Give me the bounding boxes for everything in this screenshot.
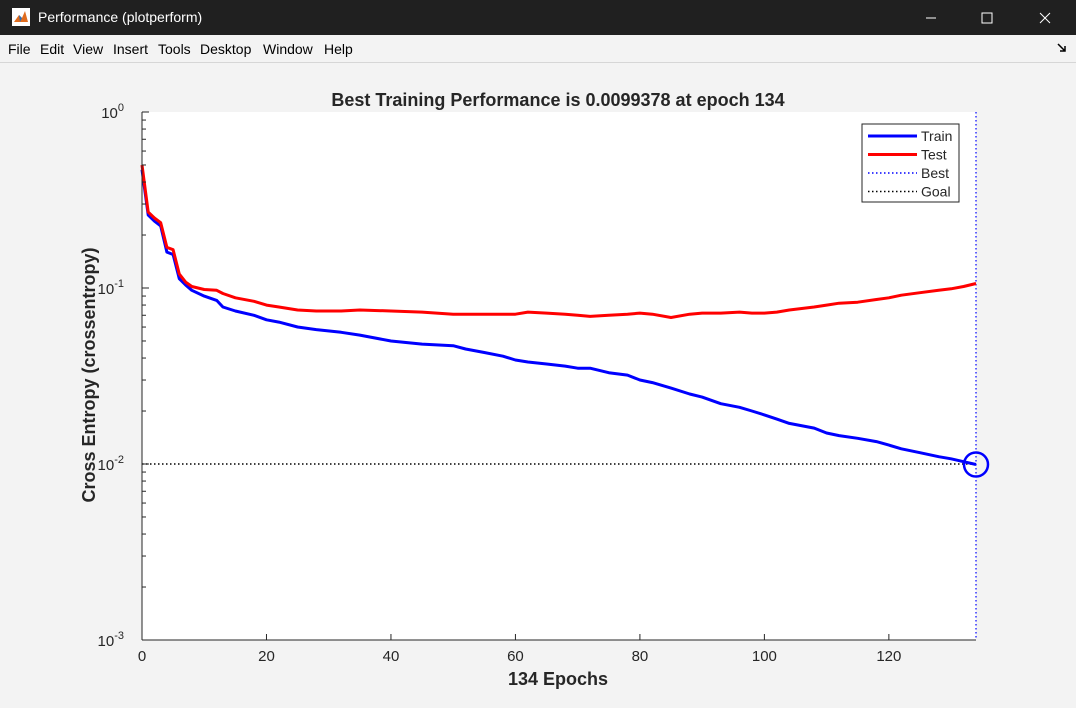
menu-help[interactable]: Help (324, 41, 353, 57)
matlab-icon (12, 8, 30, 26)
maximize-icon (981, 12, 993, 23)
x-tick-label: 100 (752, 648, 777, 665)
chart-title: Best Training Performance is 0.0099378 a… (331, 90, 784, 110)
menu-insert[interactable]: Insert (113, 41, 149, 57)
x-tick-label: 40 (383, 648, 400, 665)
window-titlebar[interactable]: Performance (plotperform) (0, 0, 1076, 35)
close-icon (1039, 12, 1051, 23)
maximize-button[interactable] (958, 0, 1016, 35)
menubar: File Edit View Insert Tools Desktop Wind… (0, 35, 1076, 63)
y-axis-label: Cross Entropy (crossentropy) (79, 247, 99, 502)
figure-area: 0 20 40 60 80 100 120 100 10-1 10-2 10-3 Train Test B… (4, 63, 1072, 703)
menu-file[interactable]: File (8, 41, 31, 57)
best-marker (962, 451, 990, 478)
legend-train-label: Train (921, 128, 952, 144)
legend-test-label: Test (921, 147, 947, 163)
menu-tools[interactable]: Tools (158, 41, 191, 57)
menu-window[interactable]: Window (263, 41, 313, 57)
performance-chart: 0 20 40 60 80 100 120 100 10-1 10-2 10-3 Train Test B… (79, 90, 990, 689)
menu-desktop[interactable]: Desktop (200, 41, 252, 57)
x-axis-label: 134 Epochs (508, 669, 608, 689)
legend-best-label: Best (921, 165, 949, 181)
series-train-line (140, 169, 977, 466)
minimize-button[interactable] (902, 0, 960, 35)
y-tick-label: 10-2 (98, 454, 124, 474)
x-tick-label: 20 (258, 648, 275, 665)
x-tick-label: 0 (138, 648, 146, 665)
x-tick-label: 80 (632, 648, 649, 665)
legend-goal-label: Goal (921, 184, 951, 200)
y-tick-label: 10-1 (98, 278, 124, 298)
minimize-icon (926, 17, 936, 18)
menu-view[interactable]: View (73, 41, 104, 57)
y-tick-label: 10-3 (98, 630, 124, 650)
dock-arrow-icon[interactable] (1056, 42, 1068, 54)
series-test-line (140, 164, 977, 319)
plot-background (142, 112, 976, 640)
close-button[interactable] (1016, 0, 1074, 35)
x-tick-label: 60 (507, 648, 524, 665)
menu-edit[interactable]: Edit (40, 41, 65, 57)
y-tick-label: 100 (101, 102, 124, 122)
x-tick-label: 120 (876, 648, 901, 665)
window-title: Performance (plotperform) (38, 9, 203, 25)
